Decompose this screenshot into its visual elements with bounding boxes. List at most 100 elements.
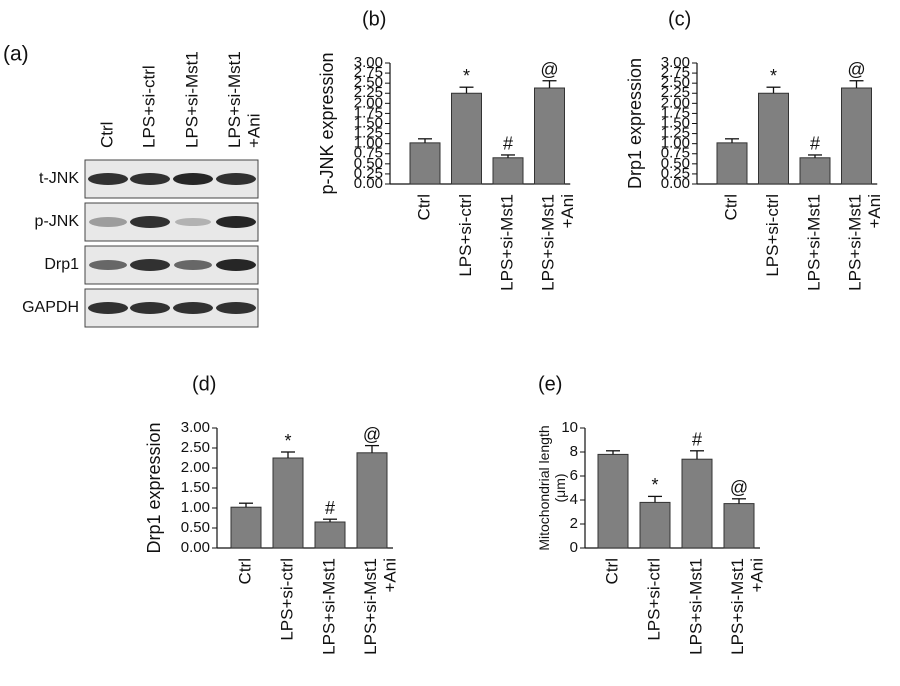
y-tick-label: 0.00 <box>661 175 690 192</box>
annotation: @ <box>540 59 558 79</box>
annotation: * <box>651 475 658 495</box>
y-tick-label: 2.75 <box>354 64 383 81</box>
annotation: @ <box>847 59 865 79</box>
bar <box>272 457 304 549</box>
band <box>174 260 212 270</box>
band <box>89 260 127 270</box>
band <box>216 173 256 185</box>
x-tick-label: LPS+si-Mst1 <box>319 558 338 655</box>
y-tick-label: 0.00 <box>181 539 210 556</box>
bar <box>799 157 831 185</box>
annotation: * <box>770 66 777 86</box>
y-tick-label: 10 <box>561 419 578 436</box>
band <box>88 173 128 185</box>
y-tick-label: 0.50 <box>661 155 690 172</box>
bar <box>681 458 713 549</box>
lane-label: LPS+si-Mst1+Ani <box>225 51 264 148</box>
panel-label: (d) <box>192 373 216 395</box>
y-tick-label: 3.00 <box>181 419 210 436</box>
x-tick-label: LPS+si-Mst1+Ani <box>846 194 885 291</box>
band <box>173 173 213 185</box>
row-label: Drp1 <box>44 256 79 273</box>
bar <box>356 452 388 549</box>
bar <box>492 157 524 185</box>
y-tick-label: 0.25 <box>354 165 383 182</box>
band <box>216 302 256 314</box>
band <box>216 259 256 271</box>
x-tick-label: LPS+si-ctrl <box>644 558 663 641</box>
x-tick-label: LPS+si-Mst1+Ani <box>728 558 767 655</box>
y-axis-label: Drp1 expression <box>625 58 645 189</box>
y-tick-label: 2.50 <box>181 439 210 456</box>
x-tick-label: Ctrl <box>235 558 254 584</box>
y-tick-label: 1.00 <box>181 499 210 516</box>
x-tick-label: Ctrl <box>602 558 621 584</box>
band <box>130 173 170 185</box>
band <box>130 216 170 228</box>
bar <box>230 506 262 549</box>
blot-rows <box>84 159 259 328</box>
x-tick-label: LPS+si-ctrl <box>277 558 296 641</box>
band <box>173 302 213 314</box>
y-tick-label: 0 <box>570 539 578 556</box>
y-tick-label: 1.50 <box>354 114 383 131</box>
annotation: * <box>463 66 470 86</box>
panel-label: (b) <box>362 8 386 30</box>
lane-label: LPS+si-Mst1 <box>182 51 201 148</box>
annotation: # <box>692 430 702 450</box>
annotation: # <box>810 134 820 154</box>
y-tick-label: 2.00 <box>661 94 690 111</box>
y-tick-label: 2.00 <box>181 459 210 476</box>
y-tick-label: 2.75 <box>661 64 690 81</box>
y-tick-label: 2.50 <box>661 74 690 91</box>
annotation: @ <box>363 424 381 444</box>
bar <box>314 521 346 549</box>
y-tick-label: 8 <box>570 443 578 460</box>
band <box>89 217 127 227</box>
annotation: @ <box>730 478 748 498</box>
bar <box>723 503 755 549</box>
lane-label: Ctrl <box>97 122 116 148</box>
y-tick-label: 3.00 <box>661 54 690 71</box>
y-tick-label: 0.00 <box>354 175 383 192</box>
y-tick-label: 2 <box>570 515 578 532</box>
y-tick-label: 3.00 <box>354 54 383 71</box>
row-label: GAPDH <box>22 299 79 316</box>
x-tick-label: Ctrl <box>414 194 433 220</box>
x-tick-label: LPS+si-ctrl <box>763 194 782 277</box>
x-tick-label: LPS+si-Mst1 <box>686 558 705 655</box>
x-tick-label: Ctrl <box>721 194 740 220</box>
band <box>130 259 170 271</box>
annotation: * <box>284 431 291 451</box>
band <box>175 218 211 226</box>
band <box>88 302 128 314</box>
y-tick-label: 0.50 <box>354 155 383 172</box>
y-tick-label: 1.00 <box>354 135 383 152</box>
panel-label: (e) <box>538 373 562 395</box>
x-tick-label: LPS+si-Mst1+Ani <box>539 194 578 291</box>
y-tick-label: 0.75 <box>354 145 383 162</box>
y-axis-label: Drp1 expression <box>144 422 164 553</box>
y-tick-label: 2.25 <box>354 84 383 101</box>
annotation: # <box>503 134 513 154</box>
y-tick-label: 6 <box>570 467 578 484</box>
bar <box>639 501 671 549</box>
y-tick-label: 0.50 <box>181 519 210 536</box>
y-tick-label: 1.50 <box>661 114 690 131</box>
bar <box>534 87 565 185</box>
panel-label: (c) <box>668 8 691 30</box>
y-tick-label: 0.75 <box>661 145 690 162</box>
bar <box>841 87 872 185</box>
y-tick-label: 0.25 <box>661 165 690 182</box>
bar <box>597 453 629 549</box>
x-tick-label: LPS+si-Mst1 <box>804 194 823 291</box>
y-tick-label: 2.25 <box>661 84 690 101</box>
y-tick-label: 4 <box>570 491 578 508</box>
y-tick-label: 2.50 <box>354 74 383 91</box>
x-tick-label: LPS+si-Mst1 <box>497 194 516 291</box>
row-label: p-JNK <box>35 213 80 230</box>
lane-label: LPS+si-ctrl <box>139 65 158 148</box>
bar <box>409 142 441 185</box>
y-tick-label: 2.00 <box>354 94 383 111</box>
